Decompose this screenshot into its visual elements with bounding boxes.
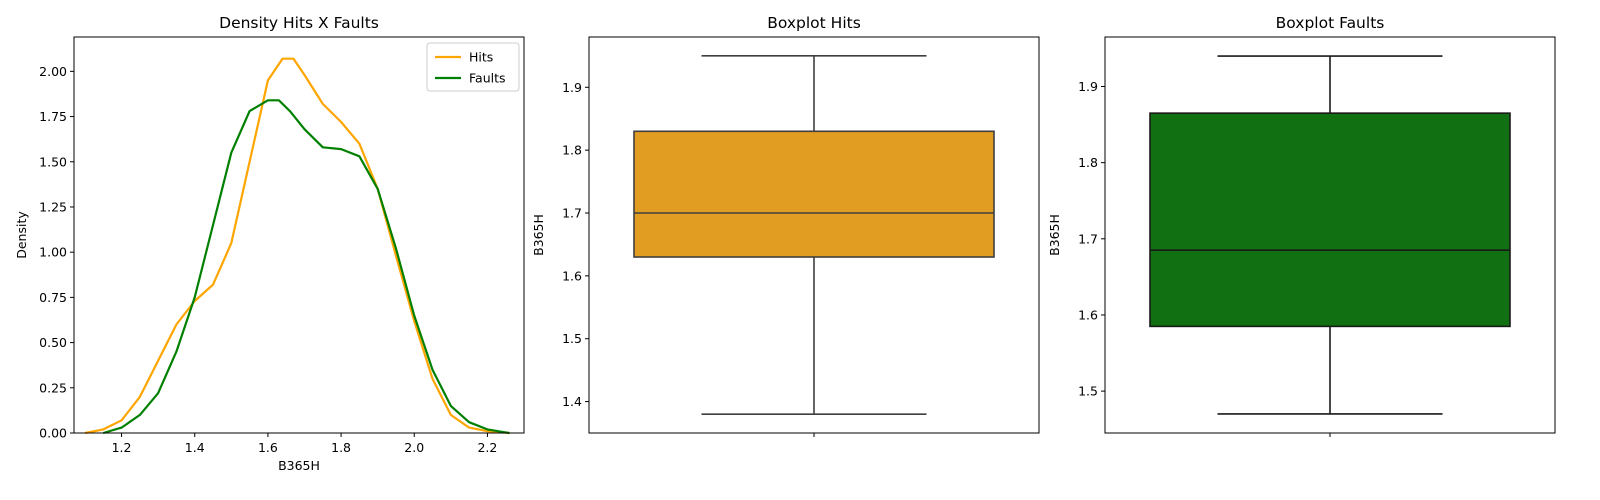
- y-tick-label: 1.5: [562, 331, 582, 346]
- y-tick-label: 1.6: [562, 268, 582, 283]
- y-axis-label: B365H: [1047, 214, 1062, 256]
- y-tick-label: 1.00: [39, 245, 67, 260]
- y-tick-label: 1.75: [39, 109, 67, 124]
- y-tick-label: 1.7: [1078, 231, 1098, 246]
- y-tick-label: 0.00: [39, 426, 67, 441]
- y-tick-label: 1.7: [562, 206, 582, 221]
- y-axis-label: B365H: [531, 214, 546, 256]
- y-tick-label: 0.75: [39, 290, 67, 305]
- chart-title: Boxplot Faults: [1276, 14, 1385, 32]
- y-tick-label: 1.9: [1078, 79, 1098, 94]
- x-tick-label: 1.6: [258, 440, 278, 455]
- plot-frame: [73, 36, 525, 434]
- x-tick-label: 1.8: [331, 440, 351, 455]
- y-tick-label: 0.25: [39, 380, 67, 395]
- y-tick-label: 1.50: [39, 154, 67, 169]
- x-tick-label: 2.2: [477, 440, 497, 455]
- series-line-hits: [84, 57, 510, 435]
- x-tick-label: 2.0: [404, 440, 424, 455]
- y-tick-label: 1.6: [1078, 307, 1098, 322]
- legend-label-faults: Faults: [469, 71, 506, 86]
- legend-label-hits: Hits: [469, 50, 493, 65]
- y-tick-label: 2.00: [39, 64, 67, 79]
- y-tick-label: 1.4: [562, 394, 582, 409]
- box: [633, 130, 995, 258]
- chart-title: Boxplot Hits: [767, 14, 861, 32]
- x-tick-label: 1.4: [185, 440, 205, 455]
- x-tick-label: 1.2: [112, 440, 132, 455]
- y-tick-label: 1.9: [562, 80, 582, 95]
- series-line-faults: [102, 99, 510, 435]
- y-axis-label: Density: [14, 211, 29, 259]
- y-tick-label: 0.50: [39, 335, 67, 350]
- y-tick-label: 1.5: [1078, 384, 1098, 399]
- box: [1149, 112, 1511, 328]
- y-tick-label: 1.8: [562, 143, 582, 158]
- y-tick-label: 1.25: [39, 199, 67, 214]
- y-tick-label: 1.8: [1078, 155, 1098, 170]
- chart-title: Density Hits X Faults: [219, 14, 379, 32]
- x-axis-label: B365H: [278, 458, 320, 473]
